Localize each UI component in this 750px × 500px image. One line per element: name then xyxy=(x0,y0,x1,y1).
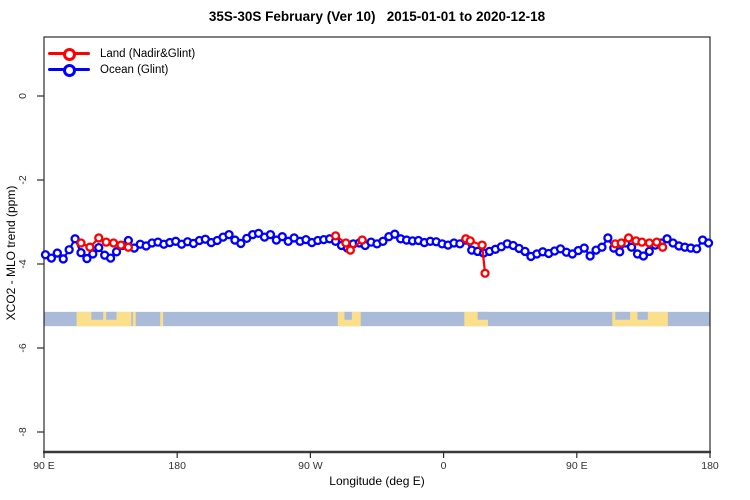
land-series xyxy=(330,231,367,255)
y-tick-label: -8 xyxy=(17,427,29,436)
data-point xyxy=(341,238,351,248)
y-tick-label: 0 xyxy=(17,93,29,99)
x-tick-label: 90 E xyxy=(33,460,55,472)
data-point xyxy=(70,234,80,244)
data-point xyxy=(52,248,62,258)
data-point xyxy=(46,253,57,263)
data-point xyxy=(390,229,400,239)
map-ocean-notch xyxy=(615,311,631,320)
land-series-marker-icon xyxy=(48,47,90,61)
x-tick-label: 0 xyxy=(441,460,447,472)
data-point xyxy=(58,254,68,264)
legend-item-ocean: Ocean (Glint) xyxy=(48,62,195,77)
map-ocean-notch xyxy=(91,311,104,320)
data-point xyxy=(626,242,637,252)
data-point xyxy=(236,238,246,249)
data-point xyxy=(615,247,625,257)
map-land-patch xyxy=(160,311,164,327)
data-point xyxy=(662,234,672,244)
map-ocean-notch xyxy=(106,311,117,320)
data-point xyxy=(357,235,367,245)
data-point xyxy=(277,232,287,242)
legend-label-land: Land (Nadir&Glint) xyxy=(100,47,196,60)
legend-label-ocean: Ocean (Glint) xyxy=(100,63,169,76)
ocean-series-marker-icon xyxy=(48,63,90,77)
x-tick-label: 180 xyxy=(701,460,719,472)
axes: 90 E 180 90 W 0 90 E 180 0 -2 -4 -6 -8 xyxy=(17,36,719,472)
data-point xyxy=(477,240,487,250)
map-ocean-notch xyxy=(477,311,488,320)
data-point xyxy=(108,238,119,248)
y-tick-label: -4 xyxy=(17,259,29,268)
land-series xyxy=(461,234,490,278)
map-ocean-notch xyxy=(637,311,648,320)
data-point xyxy=(105,253,116,263)
data-point xyxy=(692,244,702,254)
data-point xyxy=(465,236,475,246)
data-point xyxy=(330,231,341,241)
data-point xyxy=(265,229,276,240)
map-land-patch xyxy=(132,311,136,327)
legend: Land (Nadir&Glint) Ocean (Glint) xyxy=(48,46,195,77)
data-point xyxy=(585,251,595,261)
data-point xyxy=(652,237,662,247)
data-point xyxy=(644,238,654,248)
x-tick-label: 90 W xyxy=(298,460,323,472)
map-ocean-notch xyxy=(344,311,352,320)
data-point xyxy=(597,242,607,252)
data-point xyxy=(623,233,634,243)
data-point xyxy=(603,233,613,243)
y-tick-label: -2 xyxy=(17,175,29,184)
chart-title: 35S-30S February (Ver 10) 2015-01-01 to … xyxy=(208,9,546,24)
data-point xyxy=(638,251,649,261)
land-series xyxy=(76,233,134,252)
data-point xyxy=(82,253,92,264)
data-point xyxy=(480,268,490,278)
data-point xyxy=(94,242,104,253)
data-point xyxy=(644,246,654,257)
data-point xyxy=(637,237,647,247)
data-point xyxy=(616,238,626,248)
y-tick-label: -6 xyxy=(17,343,29,352)
map-ocean-band xyxy=(44,311,710,327)
data-point xyxy=(101,237,111,247)
data-point xyxy=(378,236,388,246)
data-point xyxy=(116,240,126,250)
legend-item-land: Land (Nadir&Glint) xyxy=(48,46,195,61)
x-axis-label: Longitude (deg E) xyxy=(329,474,425,488)
map-land-patch xyxy=(76,311,132,327)
map-strip xyxy=(44,311,710,327)
data-point xyxy=(345,245,356,255)
data-point xyxy=(85,242,95,252)
data-point xyxy=(76,248,86,258)
data-point xyxy=(123,242,134,252)
data-point xyxy=(703,238,714,248)
data-point xyxy=(657,242,668,252)
data-point xyxy=(76,238,86,248)
data-point xyxy=(94,233,104,243)
data-point xyxy=(224,229,234,240)
data-point xyxy=(520,246,530,257)
data-point xyxy=(579,243,589,253)
data-point xyxy=(111,247,122,257)
land-series xyxy=(610,233,668,252)
x-tick-label: 180 xyxy=(168,460,186,472)
data-point xyxy=(64,245,74,255)
ocean-series xyxy=(40,228,714,264)
x-tick-label: 90 E xyxy=(566,460,588,472)
y-axis-label: XCO2 - MLO trend (ppm) xyxy=(4,185,18,321)
